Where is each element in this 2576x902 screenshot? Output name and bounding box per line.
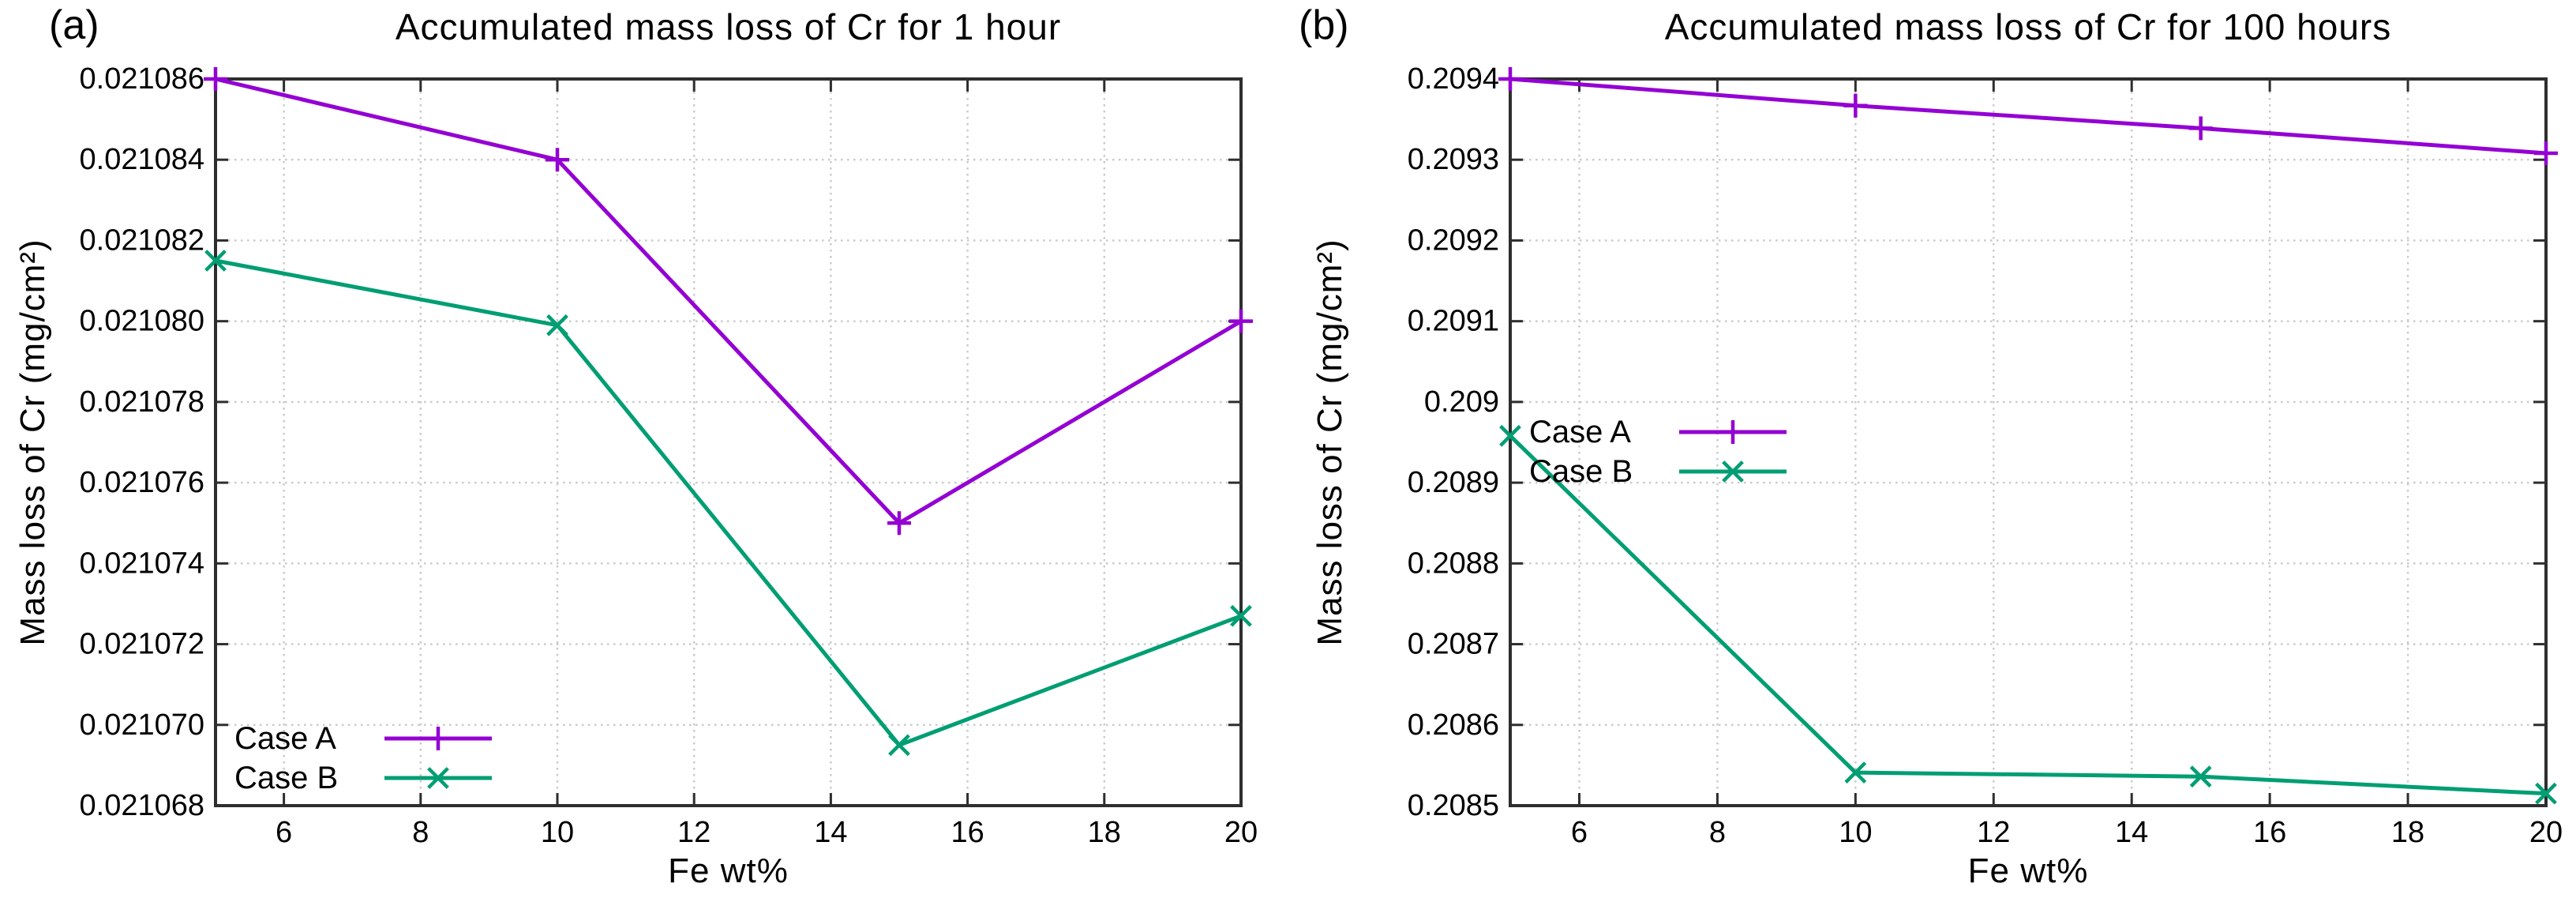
panel-label-a: (a) bbox=[49, 2, 99, 48]
y-tick-label: 0.2085 bbox=[1408, 789, 1499, 822]
y-tick-label: 0.021076 bbox=[80, 466, 205, 499]
y-tick-label: 0.2087 bbox=[1408, 628, 1499, 661]
plot-border bbox=[214, 77, 1243, 807]
chart-b-x-axis-label: Fe wt% bbox=[1967, 851, 2089, 890]
y-tick-label: 0.021070 bbox=[80, 708, 205, 742]
chart-panel-b: 6 8 10 12 14 16 18 20 0.2085 0.2086 0.2087 0.2088 0.… bbox=[1289, 0, 2576, 902]
legend-label: Case A bbox=[1529, 415, 1631, 449]
plot-border bbox=[1509, 77, 2548, 807]
x-tick-label: 14 bbox=[2115, 816, 2148, 849]
x-tick-label: 10 bbox=[541, 816, 574, 849]
chart-panel-a: 6 8 10 12 14 16 18 20 0.021068 0.021070 0.021072 0.… bbox=[0, 0, 1287, 902]
chart-a-x-axis-label: Fe wt% bbox=[668, 851, 789, 890]
x-tick-label: 12 bbox=[677, 816, 711, 849]
legend-label: Case A bbox=[234, 721, 336, 756]
chart-b-plot: 6 8 10 12 14 16 18 20 0.2085 0.2086 0.2087 0.2088 0.… bbox=[1408, 62, 2563, 849]
x-tick-label: 8 bbox=[412, 816, 429, 849]
y-tick-label: 0.021068 bbox=[80, 789, 205, 822]
x-tick-label: 14 bbox=[814, 816, 847, 849]
marker-case-b bbox=[2189, 765, 2212, 788]
y-tick-label: 0.021086 bbox=[80, 62, 205, 96]
marker-case-a bbox=[2534, 141, 2558, 166]
y-tick-label: 0.021078 bbox=[80, 385, 205, 419]
y-tick-label: 0.2086 bbox=[1408, 708, 1499, 742]
marker-case-a bbox=[204, 67, 227, 91]
chart-b-title: Accumulated mass loss of Cr for 100 hour… bbox=[1664, 6, 2392, 47]
y-tick-label: 0.2092 bbox=[1408, 224, 1499, 257]
panel-label-b: (b) bbox=[1299, 2, 1349, 48]
legend-sample-marker bbox=[427, 767, 449, 789]
y-tick-label: 0.2089 bbox=[1408, 466, 1499, 499]
y-tick-label: 0.2093 bbox=[1408, 143, 1499, 176]
marker-case-a bbox=[1843, 93, 1868, 118]
legend-sample-marker bbox=[426, 727, 450, 750]
legend-label: Case B bbox=[234, 761, 338, 795]
series-line-case-b bbox=[215, 258, 1242, 747]
marker-case-b bbox=[1844, 761, 1867, 784]
y-tick-label: 0.021080 bbox=[80, 305, 205, 338]
y-tick-label: 0.021082 bbox=[80, 224, 205, 257]
series-line-case-b bbox=[1509, 434, 2547, 796]
marker-case-a bbox=[1498, 67, 1522, 91]
x-tick-label: 20 bbox=[1224, 816, 1258, 849]
x-tick-label: 16 bbox=[951, 816, 984, 849]
chart-b-y-axis-label: Mass loss of Cr (mg/cm²) bbox=[1310, 239, 1349, 646]
y-tick-label: 0.2088 bbox=[1408, 547, 1499, 580]
marker-case-a bbox=[2188, 116, 2213, 141]
legend-sample-marker bbox=[1722, 460, 1744, 483]
x-tick-label: 10 bbox=[1839, 816, 1872, 849]
legend-sample-marker bbox=[1721, 420, 1745, 444]
marker-case-a bbox=[1229, 309, 1253, 333]
marker-case-a bbox=[887, 511, 911, 536]
marker-case-b bbox=[1230, 604, 1252, 627]
x-tick-label: 18 bbox=[2391, 816, 2424, 849]
series-line-case-a bbox=[1509, 77, 2547, 156]
x-tick-label: 16 bbox=[2253, 816, 2286, 849]
x-tick-label: 18 bbox=[1088, 816, 1121, 849]
y-tick-label: 0.021084 bbox=[80, 143, 205, 176]
y-tick-label: 0.021074 bbox=[80, 547, 205, 580]
marker-case-b bbox=[888, 734, 910, 757]
y-tick-label: 0.2094 bbox=[1408, 62, 1499, 96]
chart-a-plot: 6 8 10 12 14 16 18 20 0.021068 0.021070 0.021072 0.… bbox=[80, 62, 1258, 849]
x-tick-label: 8 bbox=[1709, 816, 1726, 849]
marker-case-b bbox=[1499, 424, 1521, 447]
y-tick-label: 0.2091 bbox=[1408, 305, 1499, 338]
chart-a-y-axis-label: Mass loss of Cr (mg/cm²) bbox=[13, 239, 52, 646]
marker-case-b bbox=[546, 314, 568, 336]
marker-case-a bbox=[546, 148, 569, 172]
series-line-case-a bbox=[215, 77, 1243, 525]
marker-case-b bbox=[204, 250, 227, 272]
y-tick-label: 0.021072 bbox=[80, 628, 205, 661]
marker-case-b bbox=[2535, 782, 2557, 805]
x-tick-label: 12 bbox=[1977, 816, 2010, 849]
x-tick-label: 20 bbox=[2529, 816, 2563, 849]
x-tick-label: 6 bbox=[276, 816, 292, 849]
legend-label: Case B bbox=[1529, 454, 1633, 489]
x-tick-label: 6 bbox=[1571, 816, 1588, 849]
chart-a-title: Accumulated mass loss of Cr for 1 hour bbox=[395, 6, 1062, 47]
y-tick-label: 0.209 bbox=[1424, 385, 1499, 419]
